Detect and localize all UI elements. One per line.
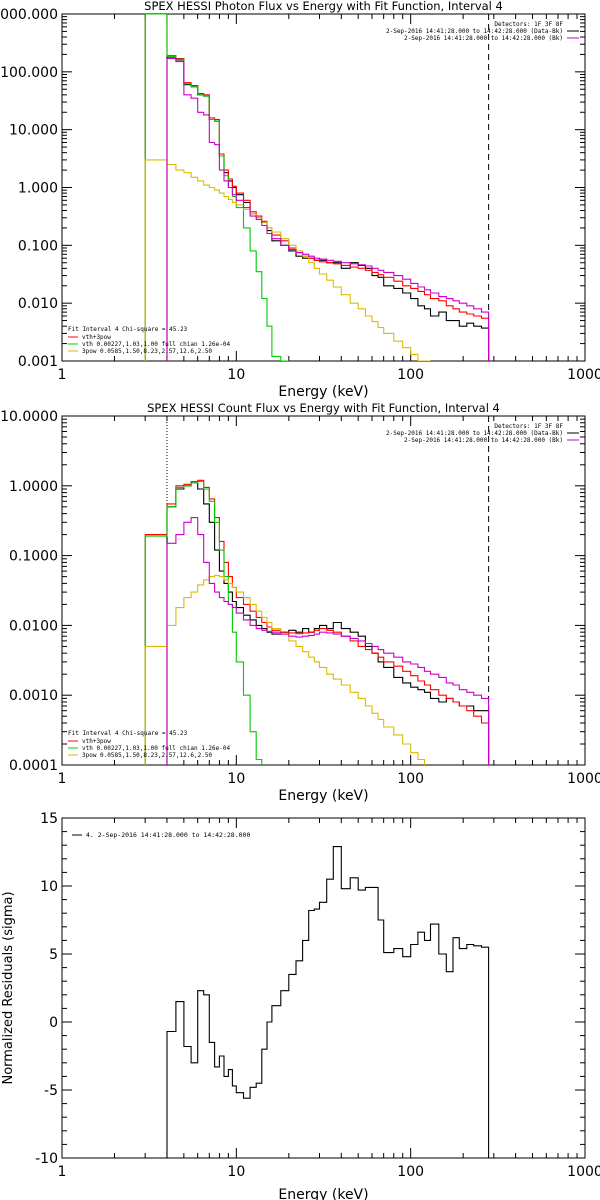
photon-legend-left-text: vth 0.00227,1.03,1.00 full chian 1.26e-0… xyxy=(82,341,230,348)
count-x-tick-label: 10 xyxy=(227,771,245,787)
resid-x-tick-label: 1000 xyxy=(567,1164,600,1180)
resid-y-tick-label: 0 xyxy=(49,1015,58,1031)
photon-y-tick-label: 0.001 xyxy=(18,354,58,370)
photon-series-3-line xyxy=(144,159,431,361)
resid-x-tick-label: 1 xyxy=(58,1164,67,1180)
count-series-1-line xyxy=(144,479,490,765)
count-x-tick-label: 1000 xyxy=(567,771,600,787)
count-y-tick-label: 10.0000 xyxy=(0,409,58,425)
photon-series-1-line xyxy=(144,14,490,361)
photon-legend-right-text: Detectors: 1F 3F 8F xyxy=(494,21,563,28)
photon-plot-frame xyxy=(61,13,586,362)
count-y-tick-label: 0.1000 xyxy=(9,549,58,565)
photon-x-axis-label: Energy (keV) xyxy=(278,384,368,400)
count-y-tick-label: 0.0010 xyxy=(9,688,58,704)
resid-y-tick-label: 5 xyxy=(49,947,58,963)
resid-legend-text: 4. 2-Sep-2016 14:41:28.000 to 14:42:28.0… xyxy=(86,831,250,839)
photon-y-tick-label: 1.000 xyxy=(18,181,58,197)
resid-series-group xyxy=(166,846,490,1158)
photon-y-tick-label: 0.010 xyxy=(18,296,58,312)
resid-y-tick-label: -10 xyxy=(35,1151,58,1167)
photon-legend-right-text: 2-Sep-2016 14:41:28.000 to 14:42:28.000 … xyxy=(386,28,563,35)
photon-legend-left-text: 3pow 0.0585,1.50,8.23,2.57,12.6,2.50 xyxy=(82,348,212,355)
resid-plot-frame xyxy=(61,817,586,1159)
photon-series-4-line xyxy=(166,57,490,361)
photon-y-tick-label: 1000.000 xyxy=(0,7,58,23)
photon-x-tick-label: 100 xyxy=(397,367,424,383)
count-legend-left-text: vth 0.00227,1.03,1.00 full chian 1.26e-0… xyxy=(82,745,230,752)
count-flux-panel: SPEX HESSI Count Flux vs Energy with Fit… xyxy=(0,401,600,804)
count-series-4-line xyxy=(166,517,490,765)
photon-y-tick-label: 10.000 xyxy=(9,123,58,139)
photon-flux-panel: SPEX HESSI Photon Flux vs Energy with Fi… xyxy=(0,0,600,400)
count-legend-right-text: 2-Sep-2016 14:41:28.000 to 14:42:28.000 … xyxy=(386,430,563,437)
photon-series-0-line xyxy=(166,56,490,361)
resid-x-tick-label: 100 xyxy=(397,1164,424,1180)
photon-y-tick-label: 0.100 xyxy=(18,238,58,254)
count-legend-right-text: Detectors: 1F 3F 8F xyxy=(494,423,563,430)
resid-x-tick-label: 10 xyxy=(227,1164,245,1180)
resid-y-axis-label: Normalized Residuals (sigma) xyxy=(1,891,16,1084)
photon-legend-left-text: vth+3pow xyxy=(82,334,111,341)
photon-legend-left-header: Fit Interval 4 Chi-square = 45.23 xyxy=(68,326,188,333)
count-legend-left-text: vth+3pow xyxy=(82,738,111,745)
photon-y-tick-label: 100.000 xyxy=(0,65,58,81)
photon-x-tick-label: 10 xyxy=(227,367,245,383)
photon-chart-title: SPEX HESSI Photon Flux vs Energy with Fi… xyxy=(144,0,503,13)
count-legend-left-header: Fit Interval 4 Chi-square = 45.23 xyxy=(68,730,188,737)
count-x-tick-label: 1 xyxy=(58,771,67,787)
resid-y-tick-label: -5 xyxy=(44,1083,58,1099)
count-series-3-line xyxy=(144,574,426,765)
residuals-panel: Energy (keV) Normalized Residuals (sigma)… xyxy=(1,811,600,1200)
resid-x-axis-label: Energy (keV) xyxy=(278,1187,368,1200)
count-y-tick-label: 1.0000 xyxy=(9,479,58,495)
photon-legend-right-text: 2-Sep-2016 14:41:28.000 to 14:42:28.000 … xyxy=(404,35,563,42)
photon-x-tick-label: 1 xyxy=(58,367,67,383)
count-x-axis-label: Energy (keV) xyxy=(278,788,368,804)
count-x-tick-label: 100 xyxy=(397,771,424,787)
resid-series-0-line xyxy=(166,846,490,1158)
count-series-2-line xyxy=(144,481,263,765)
count-plot-frame xyxy=(61,415,586,766)
photon-x-tick-label: 1000 xyxy=(567,367,600,383)
count-series-group xyxy=(144,479,490,765)
count-legend-left-text: 3pow 0.0585,1.50,8.23,2.57,12.6,2.50 xyxy=(82,752,212,759)
count-legend-right-text: 2-Sep-2016 14:41:28.000 to 14:42:28.000 … xyxy=(404,437,563,444)
count-series-0-line xyxy=(166,482,490,765)
resid-y-tick-label: 15 xyxy=(40,811,58,827)
photon-series-group xyxy=(144,14,490,361)
resid-y-tick-label: 10 xyxy=(40,879,58,895)
count-y-tick-label: 0.0001 xyxy=(9,758,58,774)
count-chart-title: SPEX HESSI Count Flux vs Energy with Fit… xyxy=(147,401,500,415)
count-y-tick-label: 0.0100 xyxy=(9,618,58,634)
